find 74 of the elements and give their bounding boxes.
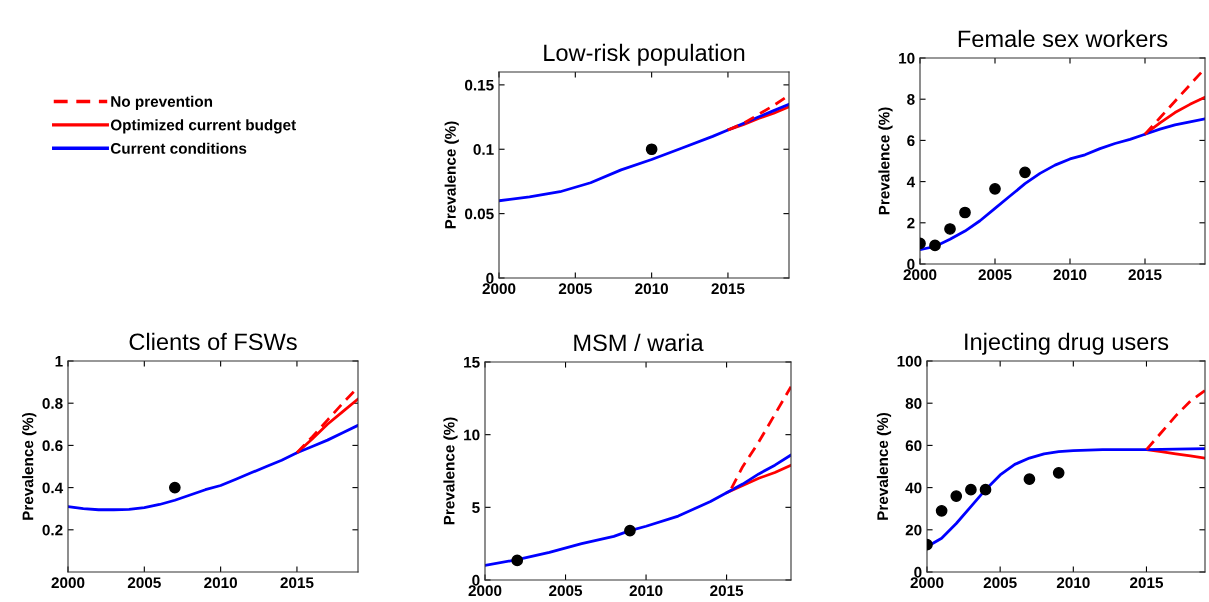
y-tick-label: 20 [905, 524, 922, 536]
x-tick-label: 2010 [204, 577, 237, 589]
y-tick-label: 5 [472, 502, 480, 514]
x-tick-label: 2005 [983, 577, 1017, 589]
y-tick-label: 1 [55, 356, 63, 367]
y-tick-label: 15 [464, 357, 480, 368]
chart-title: Injecting drug users [965, 332, 1169, 355]
y-tick-label: 10 [899, 52, 915, 64]
line-series [730, 385, 791, 490]
x-tick-label: 2010 [635, 283, 668, 295]
line-series [499, 102, 789, 203]
x-tick-label: 2000 [468, 585, 502, 597]
x-tick-label: 2015 [1128, 269, 1162, 281]
x-tick-label: 2005 [978, 269, 1012, 281]
point [944, 223, 956, 235]
y-tick-label: 4 [906, 176, 916, 188]
x-tick-label: 2015 [1130, 577, 1164, 589]
y-tick-label: 6 [907, 135, 915, 147]
point [959, 206, 971, 219]
y-tick-label: 2 [907, 217, 915, 229]
y-tick-label: 0 [907, 258, 915, 270]
chart-title: Female sex workers [958, 29, 1168, 48]
y-tick-label: 0.1 [473, 144, 494, 155]
y-tick-label: 0 [472, 574, 480, 586]
chart-title: MSM / waria [574, 333, 704, 352]
point [935, 504, 948, 517]
point [1019, 166, 1031, 179]
legend-label: Current conditions [110, 142, 247, 154]
x-tick-label: 2000 [482, 283, 516, 295]
line-series [68, 423, 358, 512]
y-axis-title: Prevalence (%) [878, 107, 893, 215]
x-tick-label: 2015 [711, 283, 745, 295]
x-tick-label: 2010 [629, 585, 663, 597]
x-tick-label: 2010 [1053, 269, 1087, 281]
chart-title: Clients of FSWs [129, 332, 297, 351]
x-tick-label: 2015 [280, 577, 314, 589]
line-series [485, 453, 791, 567]
point [1052, 466, 1065, 479]
y-tick-label: 60 [905, 440, 922, 452]
y-tick-label: 0.2 [42, 524, 63, 536]
line-series [920, 117, 1205, 251]
y-tick-label: 0.05 [465, 208, 494, 220]
point [1023, 473, 1036, 486]
point [989, 182, 1001, 195]
legend-label: No prevention [111, 95, 213, 110]
y-tick-label: 0 [486, 272, 494, 284]
y-tick-label: 0 [914, 566, 922, 578]
point [979, 483, 992, 496]
legend-label: Optimized current budget [110, 119, 296, 134]
y-axis-title: Prevalence (%) [22, 412, 37, 520]
point [950, 490, 963, 502]
x-tick-label: 2005 [558, 283, 592, 295]
y-tick-label: 10 [464, 429, 480, 441]
y-axis-title: Prevalence (%) [876, 412, 892, 520]
point [929, 239, 941, 252]
y-tick-label: 0.4 [42, 482, 64, 494]
y-tick-label: 100 [897, 355, 922, 367]
x-tick-label: 2005 [127, 577, 161, 589]
x-tick-label: 2000 [903, 269, 937, 281]
y-tick-label: 80 [905, 398, 922, 409]
y-tick-label: 40 [905, 482, 922, 494]
y-tick-label: 8 [907, 94, 915, 105]
y-tick-label: 0.15 [465, 79, 494, 91]
x-tick-label: 2010 [1056, 577, 1090, 589]
x-tick-label: 2000 [910, 577, 944, 589]
y-axis-title: Prevalence (%) [444, 121, 459, 229]
point [965, 483, 977, 496]
y-tick-label: 0.8 [42, 398, 63, 409]
x-tick-label: 2015 [710, 585, 744, 597]
y-axis-title: Prevalence (%) [443, 417, 458, 525]
x-tick-label: 2005 [549, 585, 583, 597]
x-tick-label: 2000 [51, 577, 85, 589]
chart-title: Low-risk population [544, 43, 745, 66]
y-tick-label: 0.6 [42, 440, 63, 452]
